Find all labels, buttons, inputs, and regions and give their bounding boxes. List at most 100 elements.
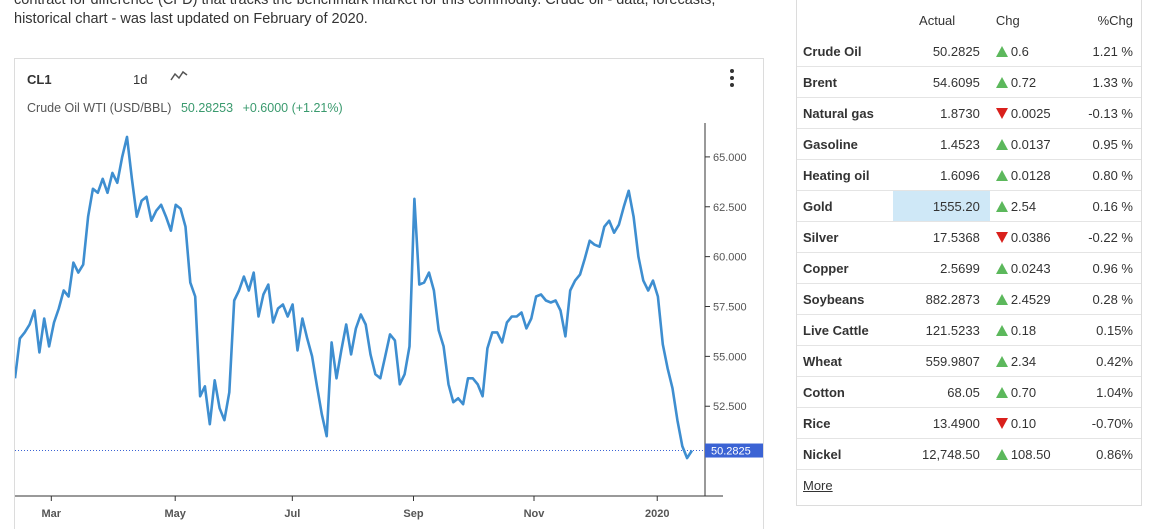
data-point: [428, 271, 430, 273]
actual-value: 1555.20: [893, 190, 990, 222]
header-chg[interactable]: Chg: [995, 12, 1020, 28]
data-point: [204, 385, 206, 387]
line-chart-icon[interactable]: [170, 69, 188, 86]
table-row[interactable]: Nickel 12,748.50 108.50 0.86%: [797, 438, 1141, 470]
data-point: [82, 263, 84, 265]
data-point: [131, 178, 133, 180]
actual-value: 13.4900: [893, 407, 990, 439]
x-tick-label: Mar: [42, 508, 62, 520]
table-row[interactable]: Live Cattle 121.5233 0.18 0.15%: [797, 314, 1141, 346]
data-point: [116, 182, 118, 184]
table-row[interactable]: Rice 13.4900 0.10 -0.70%: [797, 407, 1141, 439]
commodity-name[interactable]: Wheat: [797, 345, 894, 377]
data-point: [306, 337, 308, 339]
commodity-name[interactable]: Nickel: [797, 438, 894, 470]
data-point: [87, 216, 89, 218]
kebab-menu-icon[interactable]: [729, 69, 735, 90]
commodity-name[interactable]: Gold: [797, 190, 894, 222]
table-row[interactable]: Crude Oil 50.2825 0.6 1.21 %: [797, 36, 1141, 67]
price-chart[interactable]: 52.500 55.000 57.500 60.000 62.500 65.000 Mar M…: [15, 59, 763, 525]
pct-change-value: 0.16 %: [1074, 190, 1141, 222]
table-row[interactable]: Silver 17.5368 0.0386 -0.22 %: [797, 221, 1141, 253]
data-point: [111, 172, 113, 174]
data-point: [145, 196, 147, 198]
commodity-name[interactable]: Copper: [797, 252, 894, 284]
commodity-name[interactable]: Heating oil: [797, 159, 894, 191]
commodity-name[interactable]: Rice: [797, 407, 894, 439]
data-point: [175, 204, 177, 206]
data-point: [243, 275, 245, 277]
commodity-name[interactable]: Cotton: [797, 376, 894, 408]
actual-value: 2.5699: [893, 252, 990, 284]
data-point: [272, 321, 274, 323]
change-value: 2.34: [989, 345, 1075, 377]
data-point: [92, 188, 94, 190]
data-point: [598, 246, 600, 248]
data-point: [282, 303, 284, 305]
commodity-name[interactable]: Brent: [797, 66, 894, 98]
table-row[interactable]: Natural gas 1.8730 0.0025 -0.13 %: [797, 97, 1141, 129]
change-text: 108.50: [1010, 446, 1051, 462]
data-point: [214, 379, 216, 381]
change-text: 0.6: [1010, 43, 1029, 59]
period-selector[interactable]: 1d: [133, 72, 148, 87]
data-point: [574, 279, 576, 281]
change-value: 108.50: [989, 438, 1075, 470]
change-text: 0.10: [1010, 415, 1037, 431]
data-point: [248, 289, 250, 291]
data-point: [550, 301, 552, 303]
data-point: [569, 289, 571, 291]
x-tick-label: Sep: [403, 508, 423, 520]
header-pct-chg[interactable]: %Chg: [1097, 12, 1133, 28]
table-row[interactable]: Copper 2.5699 0.0243 0.96 %: [797, 252, 1141, 284]
data-point: [657, 295, 659, 297]
change-text: 0.0137: [1010, 136, 1051, 152]
table-row[interactable]: Brent 54.6095 0.72 1.33 %: [797, 66, 1141, 98]
table-row[interactable]: Soybeans 882.2873 2.4529 0.28 %: [797, 283, 1141, 315]
change-value: 0.0025: [989, 97, 1075, 129]
commodity-name[interactable]: Natural gas: [797, 97, 894, 129]
commodity-name[interactable]: Silver: [797, 221, 894, 253]
data-point: [579, 273, 581, 275]
data-point: [681, 445, 683, 447]
data-point: [511, 315, 513, 317]
pct-change-value: 0.15%: [1074, 314, 1141, 346]
data-point: [438, 329, 440, 331]
arrow-up-icon: [995, 448, 1008, 460]
table-row[interactable]: Gasoline 1.4523 0.0137 0.95 %: [797, 128, 1141, 160]
table-row[interactable]: Gold 1555.20 2.54 0.16 %: [797, 190, 1141, 222]
arrow-down-icon: [995, 417, 1008, 429]
actual-value: 50.2825: [893, 36, 990, 67]
data-point: [199, 395, 201, 397]
data-point: [330, 341, 332, 343]
table-row[interactable]: Cotton 68.05 0.70 1.04%: [797, 376, 1141, 408]
change-text: 2.34: [1010, 353, 1037, 369]
table-row[interactable]: Wheat 559.9807 2.34 0.42%: [797, 345, 1141, 377]
arrow-up-icon: [995, 76, 1008, 88]
more-link[interactable]: More: [803, 478, 833, 493]
data-point: [170, 230, 172, 232]
data-point: [155, 210, 157, 212]
data-point: [267, 283, 269, 285]
data-point: [24, 331, 26, 333]
y-tick-label: 65.000: [713, 152, 747, 164]
commodity-name[interactable]: Gasoline: [797, 128, 894, 160]
chart-toolbar: CL1 1d: [27, 70, 188, 87]
data-point: [262, 293, 264, 295]
table-row[interactable]: Heating oil 1.6096 0.0128 0.80 %: [797, 159, 1141, 191]
y-tick-label: 62.500: [713, 202, 747, 214]
symbol-label[interactable]: CL1: [27, 72, 52, 87]
last-price-badge: [705, 443, 763, 458]
data-point: [506, 321, 508, 323]
header-actual[interactable]: Actual: [919, 12, 956, 28]
commodity-name[interactable]: Live Cattle: [797, 314, 894, 346]
arrow-up-icon: [995, 138, 1008, 150]
data-point: [257, 315, 259, 317]
change-text: 0.72: [1010, 74, 1037, 90]
commodity-name[interactable]: Soybeans: [797, 283, 894, 315]
data-point: [33, 309, 35, 311]
x-tick-label: Nov: [524, 508, 546, 520]
data-point: [608, 220, 610, 222]
commodity-name[interactable]: Crude Oil: [797, 36, 894, 67]
data-point: [63, 289, 65, 291]
